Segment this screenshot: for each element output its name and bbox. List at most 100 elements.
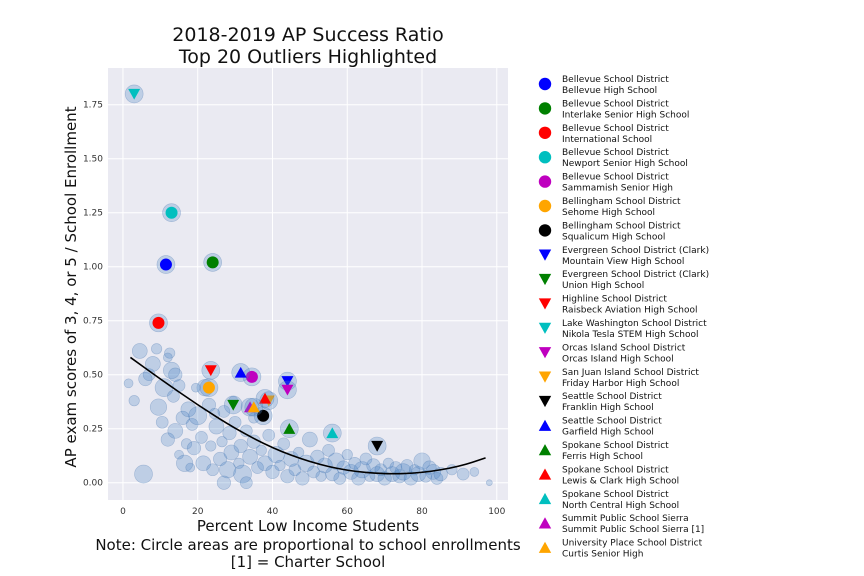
school-point xyxy=(174,449,184,460)
school-point xyxy=(163,352,173,363)
school-point xyxy=(456,467,470,481)
school-point xyxy=(180,438,193,450)
legend-district: Evergreen School District (Clark) xyxy=(562,246,709,256)
legend-marker xyxy=(538,444,552,456)
legend-marker xyxy=(538,395,552,408)
legend-school: Bellevue High School xyxy=(562,86,657,96)
legend-district: Bellingham School District xyxy=(562,221,681,231)
legend-school: Nikola Tesla STEM High School xyxy=(562,330,699,340)
school-point xyxy=(180,401,197,418)
school-point xyxy=(208,408,221,420)
legend-school: Newport Senior High School xyxy=(562,159,688,169)
highlight-marker xyxy=(159,258,172,271)
school-point xyxy=(188,406,208,426)
highlight-marker xyxy=(281,384,294,396)
legend-marker xyxy=(538,371,552,383)
school-point xyxy=(168,367,183,382)
highlight-marker xyxy=(206,256,219,269)
y-tick-label: 0.75 xyxy=(83,317,103,327)
legend-district: San Juan Island School District xyxy=(562,368,699,378)
note-line: Note: Circle areas are proportional to s… xyxy=(95,536,521,554)
legend-marker xyxy=(538,249,552,261)
school-point xyxy=(145,356,161,372)
legend-marker xyxy=(538,199,552,213)
y-tick-label: 1.25 xyxy=(83,209,103,219)
school-point xyxy=(222,425,237,441)
school-point xyxy=(176,454,194,472)
highlight-marker xyxy=(326,427,339,439)
legend-district: Lake Washington School District xyxy=(562,319,707,329)
legend-district: Bellevue School District xyxy=(562,173,669,183)
x-tick-label: 60 xyxy=(342,507,354,517)
legend-marker xyxy=(538,224,552,237)
x-tick-label: 40 xyxy=(267,507,279,517)
y-tick-label: 0.50 xyxy=(83,371,103,381)
legend-school: Squalicum High School xyxy=(562,232,665,242)
legend-school: International School xyxy=(562,135,652,145)
school-point xyxy=(205,440,217,452)
school-point xyxy=(359,452,373,466)
plot-area xyxy=(108,68,508,500)
highlight-marker xyxy=(247,401,260,413)
school-point xyxy=(164,347,176,359)
school-point xyxy=(283,451,299,467)
school-point xyxy=(274,459,286,471)
x-tick-label: 0 xyxy=(120,507,126,517)
school-point xyxy=(149,398,168,416)
legend-school: Friday Harbor High School xyxy=(562,379,679,389)
school-point xyxy=(403,471,418,486)
school-point xyxy=(394,463,412,481)
school-point xyxy=(307,465,320,479)
highlight-marker xyxy=(371,440,384,452)
chart-subtitle: Top 20 Outliers Highlighted xyxy=(178,46,437,68)
school-point xyxy=(216,436,228,448)
legend-school: Summit Public School Sierra [1] xyxy=(562,525,704,535)
school-point xyxy=(486,479,493,487)
y-tick-label: 1.75 xyxy=(83,101,103,111)
school-point xyxy=(288,463,302,477)
legend-marker xyxy=(538,298,552,310)
school-point xyxy=(277,437,291,451)
school-point xyxy=(163,361,181,379)
school-point xyxy=(195,455,212,472)
legend-district: Bellevue School District xyxy=(562,75,669,85)
fit-curve xyxy=(129,356,486,475)
school-point xyxy=(233,457,245,469)
legend-marker xyxy=(538,322,552,334)
highlight-marker xyxy=(281,376,294,387)
highlight-marker xyxy=(283,423,296,434)
school-point xyxy=(353,461,371,479)
x-tick-label: 20 xyxy=(192,507,204,517)
school-point xyxy=(327,452,345,470)
school-point xyxy=(167,423,184,439)
school-point xyxy=(219,461,237,479)
school-point xyxy=(348,456,362,470)
grid xyxy=(108,68,508,500)
school-point xyxy=(191,382,201,393)
legend-school: Interlake Senior High School xyxy=(562,110,689,120)
legend-school: Union High School xyxy=(562,281,644,291)
school-point xyxy=(186,441,202,456)
school-point xyxy=(233,464,252,484)
legend-school: Franklin High School xyxy=(562,403,654,413)
highlight-marker xyxy=(227,399,240,411)
school-point xyxy=(185,462,196,473)
school-point xyxy=(265,464,280,479)
y-tick-label: 1.50 xyxy=(83,155,103,165)
legend-marker xyxy=(538,151,552,164)
school-point xyxy=(213,451,228,467)
school-point xyxy=(333,472,347,485)
legend-district: Orcas Island School District xyxy=(562,343,686,353)
legend-school: Raisbeck Aviation High School xyxy=(562,306,698,316)
legend-marker xyxy=(538,419,552,431)
legend-district: Bellevue School District xyxy=(562,99,669,109)
school-point xyxy=(160,432,175,447)
school-point xyxy=(216,475,231,490)
school-point xyxy=(410,466,427,482)
school-point xyxy=(185,418,199,431)
legend-district: Highline School District xyxy=(562,295,667,305)
school-point xyxy=(242,448,258,465)
legend-district: Spokane School District xyxy=(562,465,669,475)
highlight-marker xyxy=(165,206,178,219)
legend-marker xyxy=(538,126,552,139)
